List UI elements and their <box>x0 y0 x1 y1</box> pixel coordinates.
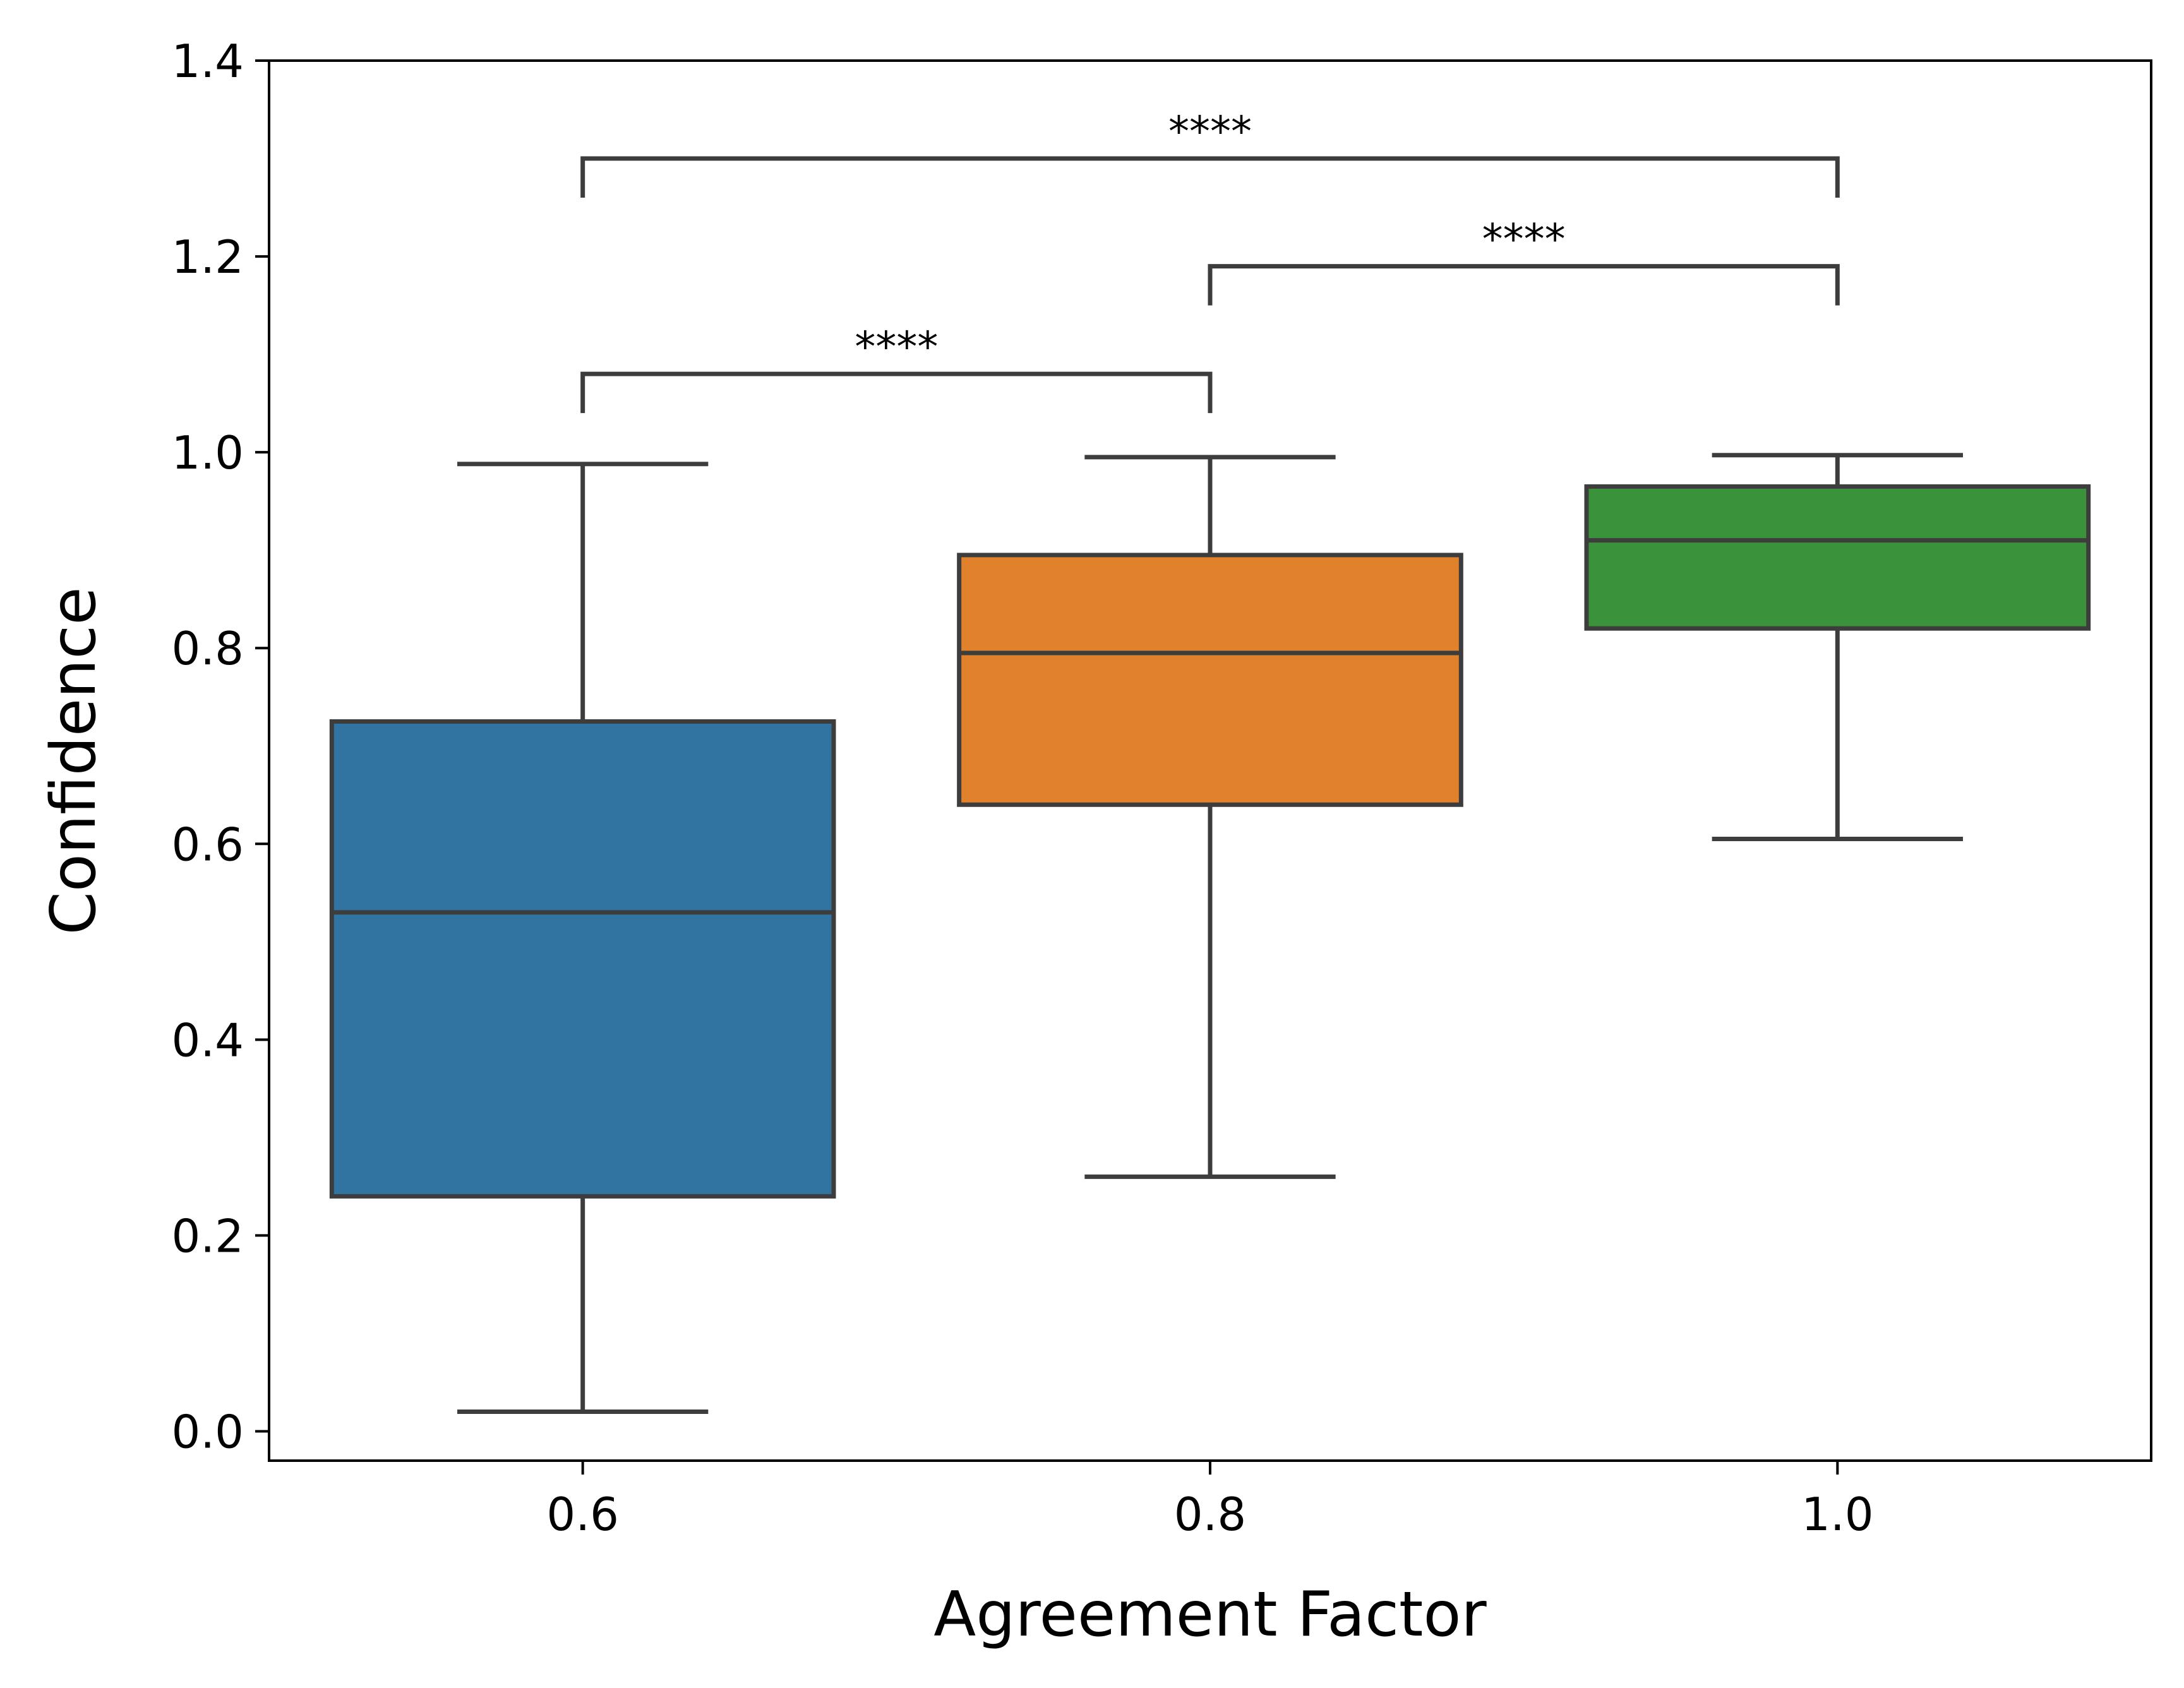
box-0-8 <box>957 455 1463 1179</box>
significance-label: **** <box>1168 107 1252 156</box>
significance-label: **** <box>855 323 938 371</box>
x-axis-label: Agreement Factor <box>933 1579 1487 1651</box>
annotation-bracket: **** <box>1208 215 1840 306</box>
boxes-layer <box>329 453 2091 1414</box>
y-tick-label: 1.0 <box>171 426 244 479</box>
box-iqr <box>957 553 1463 807</box>
y-axis: 0.0 0.2 0.4 0.6 0.8 1.0 1.2 1.4 <box>171 35 269 1458</box>
y-tick-label: 0.8 <box>171 622 244 675</box>
annotation-bracket: **** <box>580 107 1840 198</box>
bracket-line <box>1208 264 1840 306</box>
y-tick-label: 0.0 <box>171 1405 244 1458</box>
box-1-0 <box>1584 453 2091 842</box>
y-tick-label: 0.6 <box>171 818 244 871</box>
y-tick-label: 1.2 <box>171 230 244 284</box>
significance-annotations: **** **** **** <box>580 107 1840 414</box>
x-tick-label: 0.6 <box>546 1488 619 1541</box>
bracket-line <box>580 371 1213 414</box>
bracket-line <box>580 156 1840 198</box>
significance-label: **** <box>1482 215 1566 264</box>
y-axis-label: Confidence <box>38 587 110 935</box>
box-0-6 <box>329 462 836 1414</box>
x-tick-label: 0.8 <box>1174 1488 1247 1541</box>
y-tick-label: 1.4 <box>171 35 244 88</box>
box-iqr <box>329 719 836 1199</box>
annotation-bracket: **** <box>580 323 1213 414</box>
x-tick-label: 1.0 <box>1801 1488 1874 1541</box>
y-tick-label: 0.2 <box>171 1209 244 1262</box>
box-iqr <box>1584 484 2091 631</box>
x-axis: 0.6 0.8 1.0 <box>546 1461 1874 1541</box>
y-tick-label: 0.4 <box>171 1014 244 1067</box>
